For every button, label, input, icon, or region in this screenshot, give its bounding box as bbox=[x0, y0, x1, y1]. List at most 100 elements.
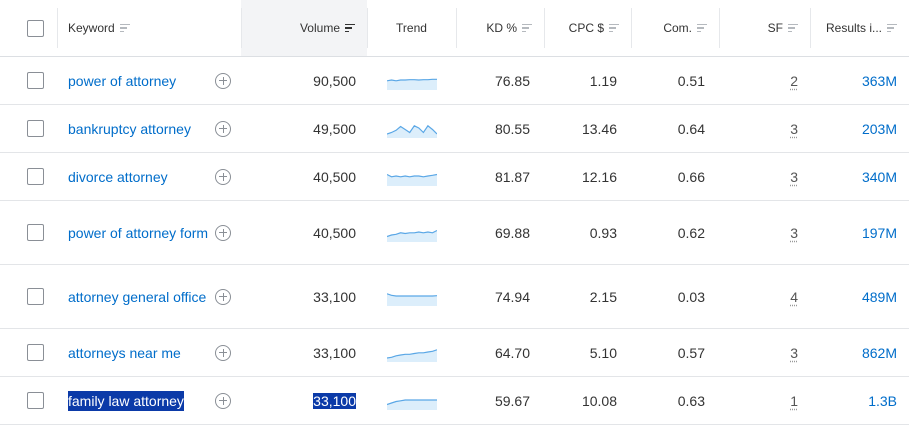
sf-value[interactable]: 2 bbox=[790, 72, 798, 89]
keyword-cell: family law attorney bbox=[57, 377, 241, 424]
results-link[interactable]: 203M bbox=[861, 120, 897, 137]
add-to-list-icon[interactable] bbox=[215, 392, 231, 409]
select-all-checkbox[interactable] bbox=[27, 19, 44, 37]
trend-cell bbox=[367, 105, 456, 152]
keyword-link[interactable]: power of attorney bbox=[68, 72, 177, 89]
sf-cell: 3 bbox=[719, 329, 810, 376]
cpc-cell: 5.10 bbox=[544, 329, 631, 376]
column-com[interactable]: Com. bbox=[631, 0, 719, 56]
trend-sparkline bbox=[386, 78, 437, 90]
sf-cell: 3 bbox=[719, 153, 810, 200]
results-cell: 197M bbox=[810, 201, 909, 264]
keyword-link[interactable]: bankruptcy attorney bbox=[68, 120, 191, 137]
sf-value[interactable]: 3 bbox=[790, 344, 798, 361]
sort-active-icon[interactable] bbox=[345, 23, 355, 33]
sf-cell: 2 bbox=[719, 57, 810, 104]
sort-icon[interactable] bbox=[788, 23, 798, 33]
sf-value[interactable]: 3 bbox=[790, 224, 798, 241]
trend-cell bbox=[367, 153, 456, 200]
column-keyword-label: Keyword bbox=[68, 21, 115, 35]
table-body: power of attorney 90,500 76.85 1.19 0.51… bbox=[0, 57, 909, 425]
row-select-cell bbox=[0, 329, 57, 376]
results-link[interactable]: 363M bbox=[861, 72, 897, 89]
table-row: family law attorney 33,100 59.67 10.08 0… bbox=[0, 377, 909, 425]
com-cell: 0.62 bbox=[631, 201, 719, 264]
row-checkbox[interactable] bbox=[27, 72, 44, 89]
row-checkbox[interactable] bbox=[27, 120, 44, 137]
keyword-link[interactable]: family law attorney bbox=[68, 390, 184, 411]
sf-value[interactable]: 4 bbox=[790, 288, 798, 305]
table-row: bankruptcy attorney 49,500 80.55 13.46 0… bbox=[0, 105, 909, 153]
column-com-label: Com. bbox=[663, 21, 692, 35]
keyword-link[interactable]: attorney general office bbox=[68, 288, 207, 305]
volume-cell: 40,500 bbox=[241, 153, 367, 200]
column-divider bbox=[719, 8, 720, 48]
row-checkbox[interactable] bbox=[27, 288, 44, 305]
row-select-cell bbox=[0, 265, 57, 328]
trend-cell bbox=[367, 329, 456, 376]
row-checkbox[interactable] bbox=[27, 344, 44, 361]
sf-value[interactable]: 3 bbox=[790, 120, 798, 137]
results-cell: 363M bbox=[810, 57, 909, 104]
results-link[interactable]: 489M bbox=[861, 288, 897, 305]
com-cell: 0.63 bbox=[631, 377, 719, 424]
com-cell: 0.64 bbox=[631, 105, 719, 152]
column-kd[interactable]: KD % bbox=[456, 0, 544, 56]
keyword-link[interactable]: attorneys near me bbox=[68, 344, 181, 361]
keyword-link[interactable]: divorce attorney bbox=[68, 168, 168, 185]
kd-value: 69.88 bbox=[494, 224, 530, 241]
cpc-value: 10.08 bbox=[581, 392, 617, 409]
add-to-list-icon[interactable] bbox=[215, 288, 231, 305]
trend-line bbox=[386, 229, 437, 237]
kd-value: 81.87 bbox=[494, 168, 530, 185]
trend-area bbox=[386, 399, 437, 410]
sort-icon[interactable] bbox=[119, 23, 130, 33]
column-sf[interactable]: SF bbox=[719, 0, 810, 56]
column-divider bbox=[241, 8, 242, 48]
add-to-list-icon[interactable] bbox=[215, 120, 231, 137]
results-link[interactable]: 197M bbox=[861, 224, 897, 241]
results-link[interactable]: 340M bbox=[861, 168, 897, 185]
cpc-value: 1.19 bbox=[589, 72, 617, 89]
row-checkbox[interactable] bbox=[27, 168, 44, 185]
com-cell: 0.51 bbox=[631, 57, 719, 104]
trend-area bbox=[386, 174, 437, 186]
kd-value: 76.85 bbox=[494, 72, 530, 89]
sf-value[interactable]: 1 bbox=[790, 392, 798, 409]
com-value: 0.62 bbox=[677, 224, 705, 241]
sort-icon[interactable] bbox=[522, 23, 532, 33]
add-to-list-icon[interactable] bbox=[215, 344, 231, 361]
kd-cell: 74.94 bbox=[456, 265, 544, 328]
trend-line bbox=[386, 124, 437, 135]
volume-value: 33,100 bbox=[313, 392, 356, 409]
kd-value: 74.94 bbox=[494, 288, 530, 305]
row-checkbox[interactable] bbox=[27, 392, 44, 409]
add-to-list-icon[interactable] bbox=[215, 224, 231, 241]
column-cpc[interactable]: CPC $ bbox=[544, 0, 631, 56]
volume-value: 40,500 bbox=[313, 224, 356, 241]
sort-icon[interactable] bbox=[609, 23, 619, 33]
cpc-cell: 1.19 bbox=[544, 57, 631, 104]
results-link[interactable]: 862M bbox=[861, 344, 897, 361]
row-checkbox[interactable] bbox=[27, 224, 44, 241]
add-to-list-icon[interactable] bbox=[215, 168, 231, 185]
add-to-list-icon[interactable] bbox=[215, 72, 231, 89]
com-value: 0.51 bbox=[677, 72, 705, 89]
cpc-cell: 0.93 bbox=[544, 201, 631, 264]
kd-cell: 64.70 bbox=[456, 329, 544, 376]
column-volume[interactable]: Volume bbox=[241, 0, 367, 56]
table-row: attorneys near me 33,100 64.70 5.10 0.57… bbox=[0, 329, 909, 377]
trend-line bbox=[386, 292, 437, 297]
sort-icon[interactable] bbox=[887, 23, 897, 33]
column-volume-label: Volume bbox=[299, 21, 340, 35]
column-results[interactable]: Results i... bbox=[810, 0, 909, 56]
column-divider bbox=[367, 8, 368, 48]
keyword-link[interactable]: power of attorney form bbox=[68, 224, 209, 241]
cpc-cell: 12.16 bbox=[544, 153, 631, 200]
volume-cell: 33,100 bbox=[241, 265, 367, 328]
column-keyword[interactable]: Keyword bbox=[57, 0, 241, 56]
sort-icon[interactable] bbox=[697, 23, 707, 33]
cpc-value: 0.93 bbox=[589, 224, 617, 241]
results-link[interactable]: 1.3B bbox=[868, 392, 897, 409]
sf-value[interactable]: 3 bbox=[790, 168, 798, 185]
